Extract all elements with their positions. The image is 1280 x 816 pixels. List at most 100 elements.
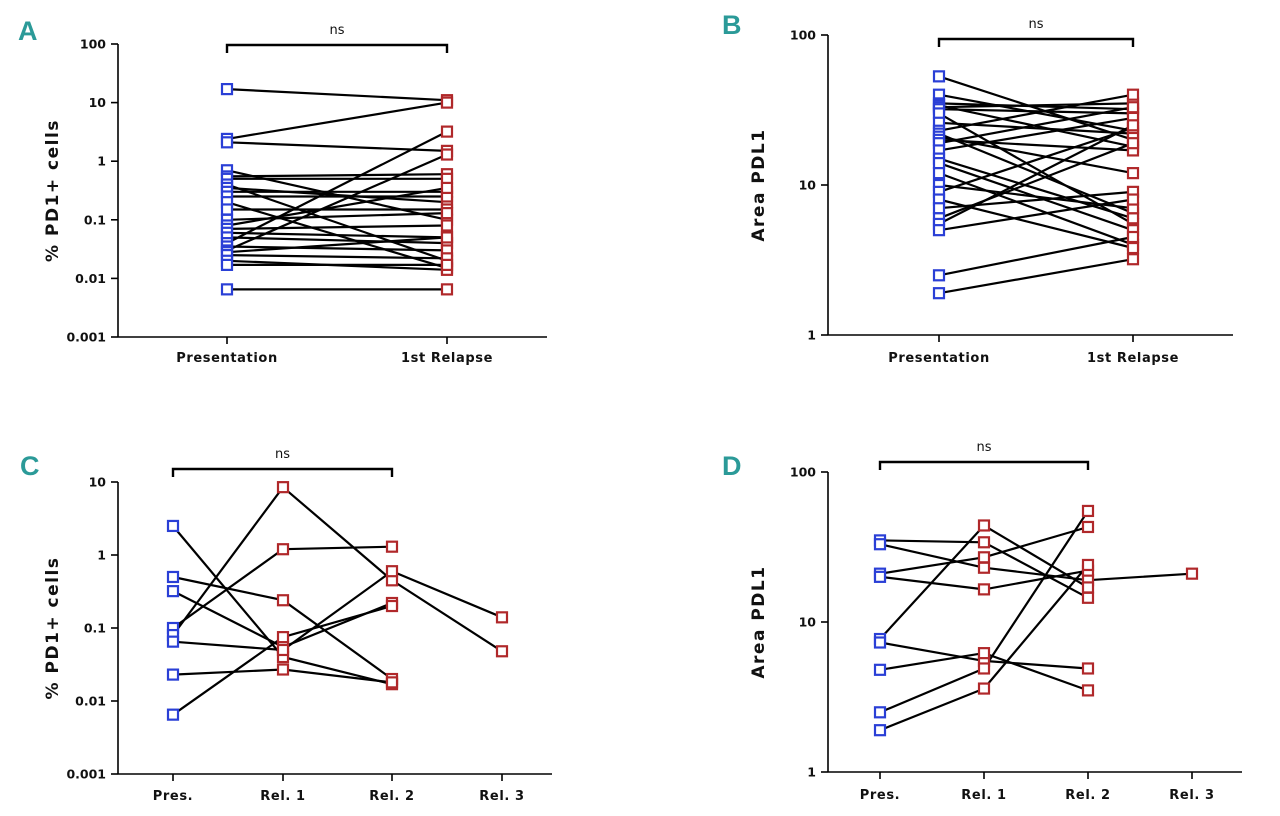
relapse-point: [1126, 230, 1140, 244]
relapse-point: [977, 536, 991, 549]
patient-line: [226, 130, 448, 245]
relapse-point: [440, 283, 454, 296]
y-tick-label: 1: [97, 548, 106, 563]
data-points: [166, 481, 509, 721]
presentation-point: [932, 70, 946, 83]
patient-line: [938, 102, 1134, 109]
relapse-point: [1126, 167, 1140, 180]
patient-line: [172, 569, 503, 652]
presentation-point: [932, 224, 946, 237]
significance-label: ns: [329, 23, 344, 38]
x-category-label: Pres.: [860, 788, 900, 803]
y-tick-label: 0.1: [84, 212, 106, 227]
presentation-point: [220, 82, 234, 96]
patient-line: [226, 245, 448, 252]
connecting-lines: [938, 75, 1134, 295]
relapse-point: [385, 599, 399, 613]
relapse-point: [276, 663, 290, 676]
relapse-point: [977, 662, 991, 675]
patient-line: [226, 186, 448, 204]
presentation-point: [932, 287, 946, 300]
panel-c: C 10 1 0.1 0.01 0.001 Pres. Rel. 1 Rel. 2 Rel. 3%…: [20, 447, 552, 804]
relapse-point: [276, 543, 290, 556]
relapse-point: [1126, 119, 1140, 132]
relapse-point: [977, 583, 991, 596]
presentation-point: [873, 636, 887, 649]
significance-bracket: [171, 467, 394, 477]
x-category-label: Rel. 1: [260, 789, 305, 804]
connecting-lines: [226, 88, 448, 291]
relapse-point: [1126, 137, 1140, 150]
presentation-point: [873, 538, 887, 551]
patient-line: [172, 485, 503, 653]
relapse-point: [440, 96, 454, 109]
patient-line: [938, 132, 1134, 215]
relapse-point: [1126, 101, 1140, 114]
relapse-point: [440, 181, 454, 195]
relapse-point: [977, 561, 991, 574]
relapse-point: [440, 148, 454, 161]
connecting-lines: [172, 485, 503, 716]
relapse-point: [495, 611, 509, 624]
y-tick-label: 0.001: [66, 330, 106, 345]
y-tick-label: 10: [89, 475, 107, 490]
y-tick-label: 0.1: [84, 621, 106, 636]
patient-line: [226, 153, 448, 252]
patient-line: [938, 75, 1134, 141]
patient-line: [938, 258, 1134, 295]
patient-line: [226, 254, 448, 260]
x-category-label: Rel. 2: [1065, 788, 1110, 803]
relapse-point: [1081, 558, 1095, 572]
x-category-label: Rel. 2: [369, 789, 414, 804]
patient-line: [226, 224, 448, 230]
patient-line: [938, 124, 1134, 225]
presentation-point: [166, 570, 180, 584]
connecting-lines: [879, 510, 1193, 732]
patient-line: [938, 172, 1134, 246]
patient-line: [226, 141, 448, 152]
patient-line: [938, 198, 1134, 232]
data-points: [873, 504, 1199, 737]
presentation-point: [220, 258, 234, 271]
relapse-point: [1126, 253, 1140, 266]
x-category-label: Presentation: [888, 351, 990, 366]
presentation-point: [166, 519, 180, 533]
patient-line: [938, 235, 1134, 277]
patient-line: [938, 116, 1134, 152]
patient-line: [226, 173, 448, 178]
y-tick-label: 10: [799, 615, 817, 630]
presentation-point: [873, 724, 887, 737]
y-tick-label: 100: [790, 28, 816, 43]
presentation-point: [932, 156, 946, 170]
presentation-point: [932, 167, 946, 180]
patient-line: [226, 186, 448, 227]
relapse-point: [1081, 662, 1095, 675]
relapse-point: [440, 231, 454, 244]
patient-line: [938, 93, 1134, 132]
relapse-point: [1081, 520, 1095, 534]
significance-label: ns: [976, 440, 991, 455]
presentation-point: [873, 570, 887, 583]
x-category-label: Presentation: [176, 351, 278, 366]
relapse-point: [276, 643, 290, 657]
x-category-label: 1st Relapse: [1087, 351, 1179, 366]
relapse-point: [977, 647, 991, 660]
significance-label: ns: [1028, 17, 1043, 32]
relapse-point: [385, 540, 399, 553]
y-tick-label: 100: [790, 465, 816, 480]
relapse-point: [1126, 212, 1140, 225]
presentation-point: [932, 202, 946, 215]
relapse-point: [440, 258, 454, 271]
y-tick-label: 1: [807, 765, 816, 780]
significance-bracket: [225, 43, 449, 53]
significance-bracket: [937, 37, 1135, 47]
x-category-label: Pres.: [153, 789, 193, 804]
patient-line: [938, 135, 1134, 175]
presentation-point: [220, 136, 234, 149]
y-tick-label: 0.001: [66, 767, 106, 782]
relapse-point: [977, 551, 991, 564]
data-points: [220, 82, 454, 296]
significance-label: ns: [275, 447, 290, 462]
patient-line: [226, 236, 448, 245]
panel-letter: A: [18, 16, 38, 46]
